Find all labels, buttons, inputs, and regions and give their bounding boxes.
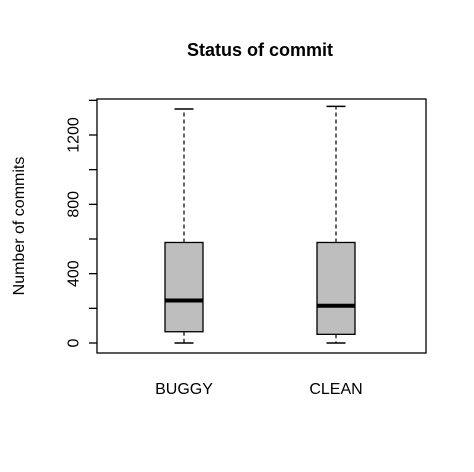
x-category-label: BUGGY <box>155 381 213 398</box>
boxes-group <box>164 105 356 344</box>
y-tick-label: 0 <box>66 338 83 347</box>
y-tick-label: 1200 <box>66 117 83 153</box>
x-axis-labels: BUGGY CLEAN <box>155 381 363 398</box>
y-tick-label: 800 <box>66 191 83 218</box>
box-buggy <box>164 108 204 344</box>
box-clean <box>316 105 356 344</box>
y-tick-label: 400 <box>66 260 83 287</box>
x-category-label: CLEAN <box>309 381 362 398</box>
chart-title: Status of commit <box>187 40 333 60</box>
y-axis: 0 400 800 1200 <box>66 99 97 347</box>
iqr-box <box>316 241 356 335</box>
plot-frame <box>96 98 427 354</box>
y-axis-label: Number of commits <box>11 157 28 296</box>
iqr-box <box>164 241 204 333</box>
